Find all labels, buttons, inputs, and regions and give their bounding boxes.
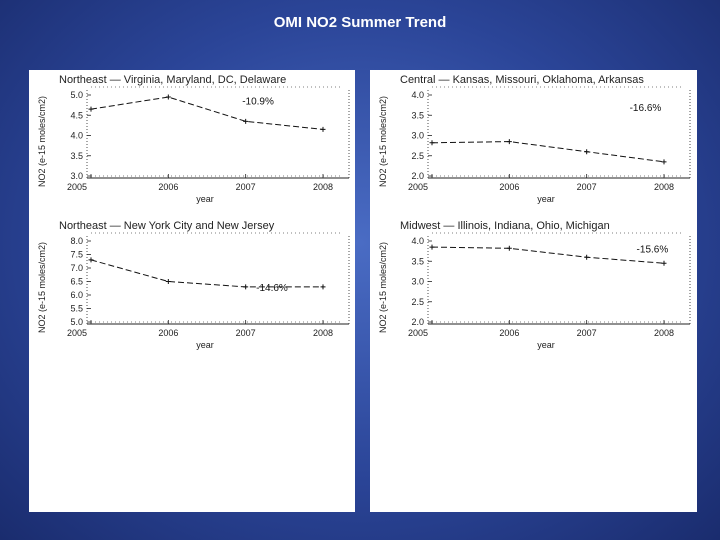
data-point bbox=[584, 149, 590, 155]
x-tick-label: 2008 bbox=[313, 182, 333, 192]
data-point bbox=[243, 284, 249, 290]
data-point bbox=[88, 257, 94, 263]
x-tick-label: 2005 bbox=[408, 328, 428, 338]
y-tick-label: 2.5 bbox=[411, 151, 424, 161]
y-tick-label: 2.0 bbox=[411, 171, 424, 181]
y-axis-label: NO2 (e-15 moles/cm2) bbox=[378, 96, 388, 187]
chart-3: Northeast — New York City and New Jersey… bbox=[37, 220, 350, 350]
y-axis-label: NO2 (e-15 moles/cm2) bbox=[37, 96, 47, 187]
data-point bbox=[320, 284, 326, 290]
chart-title: Central — Kansas, Missouri, Oklahoma, Ar… bbox=[400, 74, 644, 86]
y-tick-label: 8.0 bbox=[70, 236, 83, 246]
x-tick-label: 2007 bbox=[577, 328, 597, 338]
y-tick-label: 3.5 bbox=[70, 151, 83, 161]
trend-annotation: -15.6% bbox=[637, 244, 669, 255]
x-tick-label: 2007 bbox=[236, 182, 256, 192]
y-tick-label: 3.5 bbox=[411, 256, 424, 266]
x-tick-label: 2007 bbox=[577, 182, 597, 192]
data-point bbox=[429, 140, 435, 146]
series-line bbox=[90, 96, 324, 130]
trend-annotation: -10.9% bbox=[242, 97, 274, 108]
data-point bbox=[661, 159, 667, 165]
data-point bbox=[88, 106, 94, 112]
y-tick-label: 3.0 bbox=[70, 171, 83, 181]
x-axis-label: year bbox=[537, 340, 555, 350]
chart-title: Midwest — Illinois, Indiana, Ohio, Michi… bbox=[400, 220, 610, 232]
x-axis-label: year bbox=[537, 194, 555, 204]
right-charts-svg: Central — Kansas, Missouri, Oklahoma, Ar… bbox=[378, 74, 691, 350]
x-tick-label: 2008 bbox=[654, 328, 674, 338]
series-line bbox=[90, 259, 323, 288]
trend-annotation: -14.6% bbox=[256, 283, 288, 294]
y-tick-label: 2.0 bbox=[411, 317, 424, 327]
chart-title: Northeast — New York City and New Jersey bbox=[59, 220, 275, 232]
series-line bbox=[431, 141, 665, 163]
data-point bbox=[506, 245, 512, 251]
y-tick-label: 4.0 bbox=[70, 131, 83, 141]
data-point bbox=[165, 279, 171, 284]
chart-2: Central — Kansas, Missouri, Oklahoma, Ar… bbox=[378, 74, 691, 204]
series-line bbox=[431, 246, 665, 264]
x-axis-label: year bbox=[196, 340, 214, 350]
x-tick-label: 2006 bbox=[158, 182, 178, 192]
y-tick-label: 7.5 bbox=[70, 250, 83, 260]
x-axis-label: year bbox=[196, 194, 214, 204]
trend-annotation: -16.6% bbox=[630, 103, 662, 114]
left-chart-panel: Northeast — Virginia, Maryland, DC, Dela… bbox=[29, 70, 355, 512]
y-tick-label: 7.0 bbox=[70, 263, 83, 273]
y-axis-label: NO2 (e-15 moles/cm2) bbox=[378, 242, 388, 333]
data-point bbox=[165, 94, 171, 100]
y-tick-label: 3.5 bbox=[411, 110, 424, 120]
data-point bbox=[506, 139, 512, 145]
y-tick-label: 2.5 bbox=[411, 297, 424, 307]
x-tick-label: 2006 bbox=[499, 182, 519, 192]
data-point bbox=[429, 244, 435, 250]
data-point bbox=[661, 260, 667, 266]
x-tick-label: 2007 bbox=[236, 328, 256, 338]
x-tick-label: 2005 bbox=[67, 328, 87, 338]
chart-4: Midwest — Illinois, Indiana, Ohio, Michi… bbox=[378, 220, 691, 350]
x-tick-label: 2008 bbox=[313, 328, 333, 338]
x-tick-label: 2005 bbox=[408, 182, 428, 192]
y-tick-label: 3.0 bbox=[411, 131, 424, 141]
x-tick-label: 2005 bbox=[67, 182, 87, 192]
chart-1: Northeast — Virginia, Maryland, DC, Dela… bbox=[37, 74, 350, 204]
right-chart-panel: Central — Kansas, Missouri, Oklahoma, Ar… bbox=[370, 70, 697, 512]
y-tick-label: 4.0 bbox=[411, 236, 424, 246]
data-point bbox=[243, 118, 249, 124]
left-charts-svg: Northeast — Virginia, Maryland, DC, Dela… bbox=[37, 74, 350, 350]
y-tick-label: 5.0 bbox=[70, 317, 83, 327]
y-tick-label: 4.0 bbox=[411, 90, 424, 100]
y-axis-label: NO2 (e-15 moles/cm2) bbox=[37, 242, 47, 333]
y-tick-label: 5.5 bbox=[70, 304, 83, 314]
data-point bbox=[320, 126, 326, 132]
y-tick-label: 6.5 bbox=[70, 277, 83, 287]
chart-title: Northeast — Virginia, Maryland, DC, Dela… bbox=[59, 74, 286, 86]
x-tick-label: 2006 bbox=[158, 328, 178, 338]
y-tick-label: 5.0 bbox=[70, 90, 83, 100]
x-tick-label: 2008 bbox=[654, 182, 674, 192]
x-tick-label: 2006 bbox=[499, 328, 519, 338]
y-tick-label: 6.0 bbox=[70, 290, 83, 300]
slide-title: OMI NO2 Summer Trend bbox=[273, 14, 447, 31]
y-tick-label: 4.5 bbox=[70, 110, 83, 120]
y-tick-label: 3.0 bbox=[411, 277, 424, 287]
data-point bbox=[584, 254, 590, 260]
